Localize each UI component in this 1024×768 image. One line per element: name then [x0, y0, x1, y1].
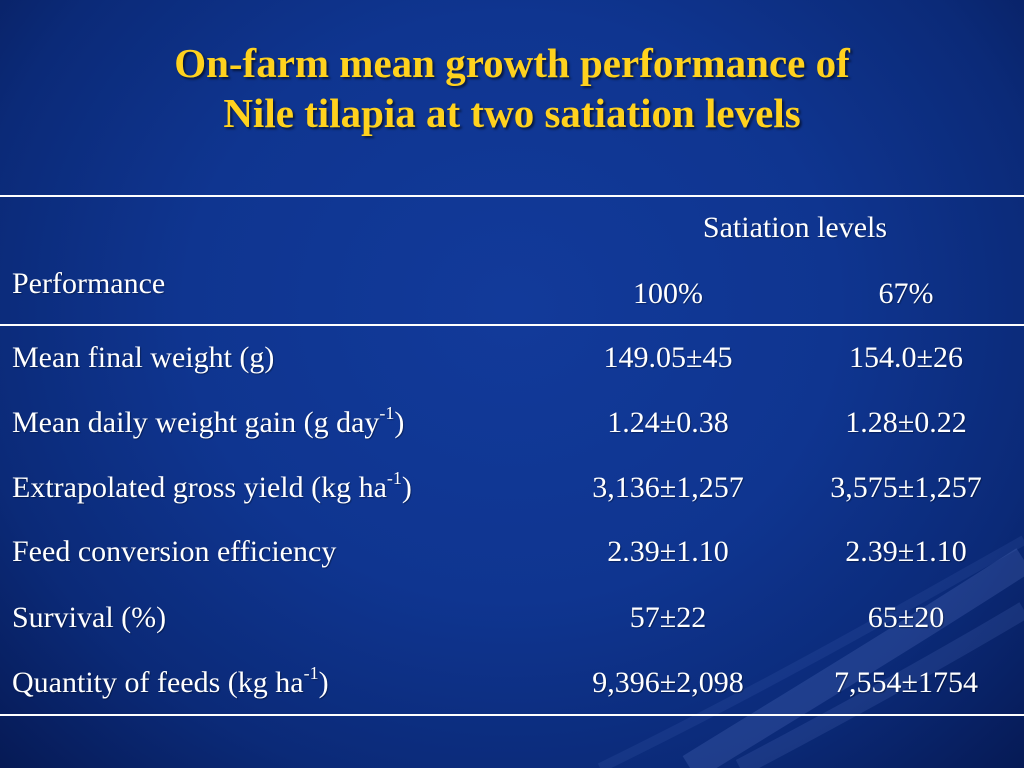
row-label-survival: Survival (%): [12, 601, 167, 634]
cell-100-mean-daily-weight-gain: 1.24±0.38: [607, 406, 729, 439]
row-label-superscript: -1: [303, 663, 319, 683]
row-label-mean-final-weight: Mean final weight (g): [12, 341, 275, 374]
row-label-extrapolated-gross-yield: Extrapolated gross yield (kg ha-1): [12, 468, 412, 506]
row-label-text: Extrapolated gross yield (kg ha: [12, 471, 387, 504]
cell-100-extrapolated-gross-yield: 3,136±1,257: [592, 471, 744, 504]
row-label-text: Mean daily weight gain (g day: [12, 406, 380, 439]
row-label-superscript: -1: [379, 403, 395, 423]
cell-100-quantity-of-feeds: 9,396±2,098: [592, 666, 744, 699]
cell-100-feed-conversion-efficiency: 2.39±1.10: [607, 535, 729, 568]
row-label-text: Quantity of feeds (kg ha: [12, 666, 304, 699]
column-header-100: 100%: [633, 277, 703, 310]
row-label-superscript: -1: [386, 468, 402, 488]
row-label-feed-conversion-efficiency: Feed conversion efficiency: [12, 535, 337, 568]
row-label-suffix: ): [401, 471, 412, 504]
cell-67-extrapolated-gross-yield: 3,575±1,257: [830, 471, 982, 504]
row-label-mean-daily-weight-gain: Mean daily weight gain (g day-1): [12, 403, 405, 441]
cell-100-survival: 57±22: [629, 601, 707, 634]
slide-title-line-1: On-farm mean growth performance of: [174, 40, 850, 86]
table-header-rule: [0, 324, 1024, 326]
table-top-rule: [0, 195, 1024, 197]
row-label-quantity-of-feeds: Quantity of feeds (kg ha-1): [12, 663, 329, 701]
cell-67-mean-daily-weight-gain: 1.28±0.22: [845, 406, 967, 439]
cell-67-feed-conversion-efficiency: 2.39±1.10: [845, 535, 967, 568]
row-label-suffix: ): [394, 406, 405, 439]
table-bottom-rule: [0, 714, 1024, 716]
row-label-suffix: ): [318, 666, 329, 699]
group-header-satiation-levels: Satiation levels: [702, 211, 888, 244]
row-header-performance: Performance: [12, 267, 166, 300]
slide-title: On-farm mean growth performance of Nile …: [0, 38, 1024, 138]
cell-67-mean-final-weight: 154.0±26: [849, 341, 963, 374]
slide-title-line-2: Nile tilapia at two satiation levels: [223, 90, 801, 136]
column-header-67: 67%: [878, 277, 934, 310]
cell-67-survival: 65±20: [867, 601, 945, 634]
cell-67-quantity-of-feeds: 7,554±1754: [834, 666, 978, 699]
cell-100-mean-final-weight: 149.05±45: [603, 341, 733, 374]
